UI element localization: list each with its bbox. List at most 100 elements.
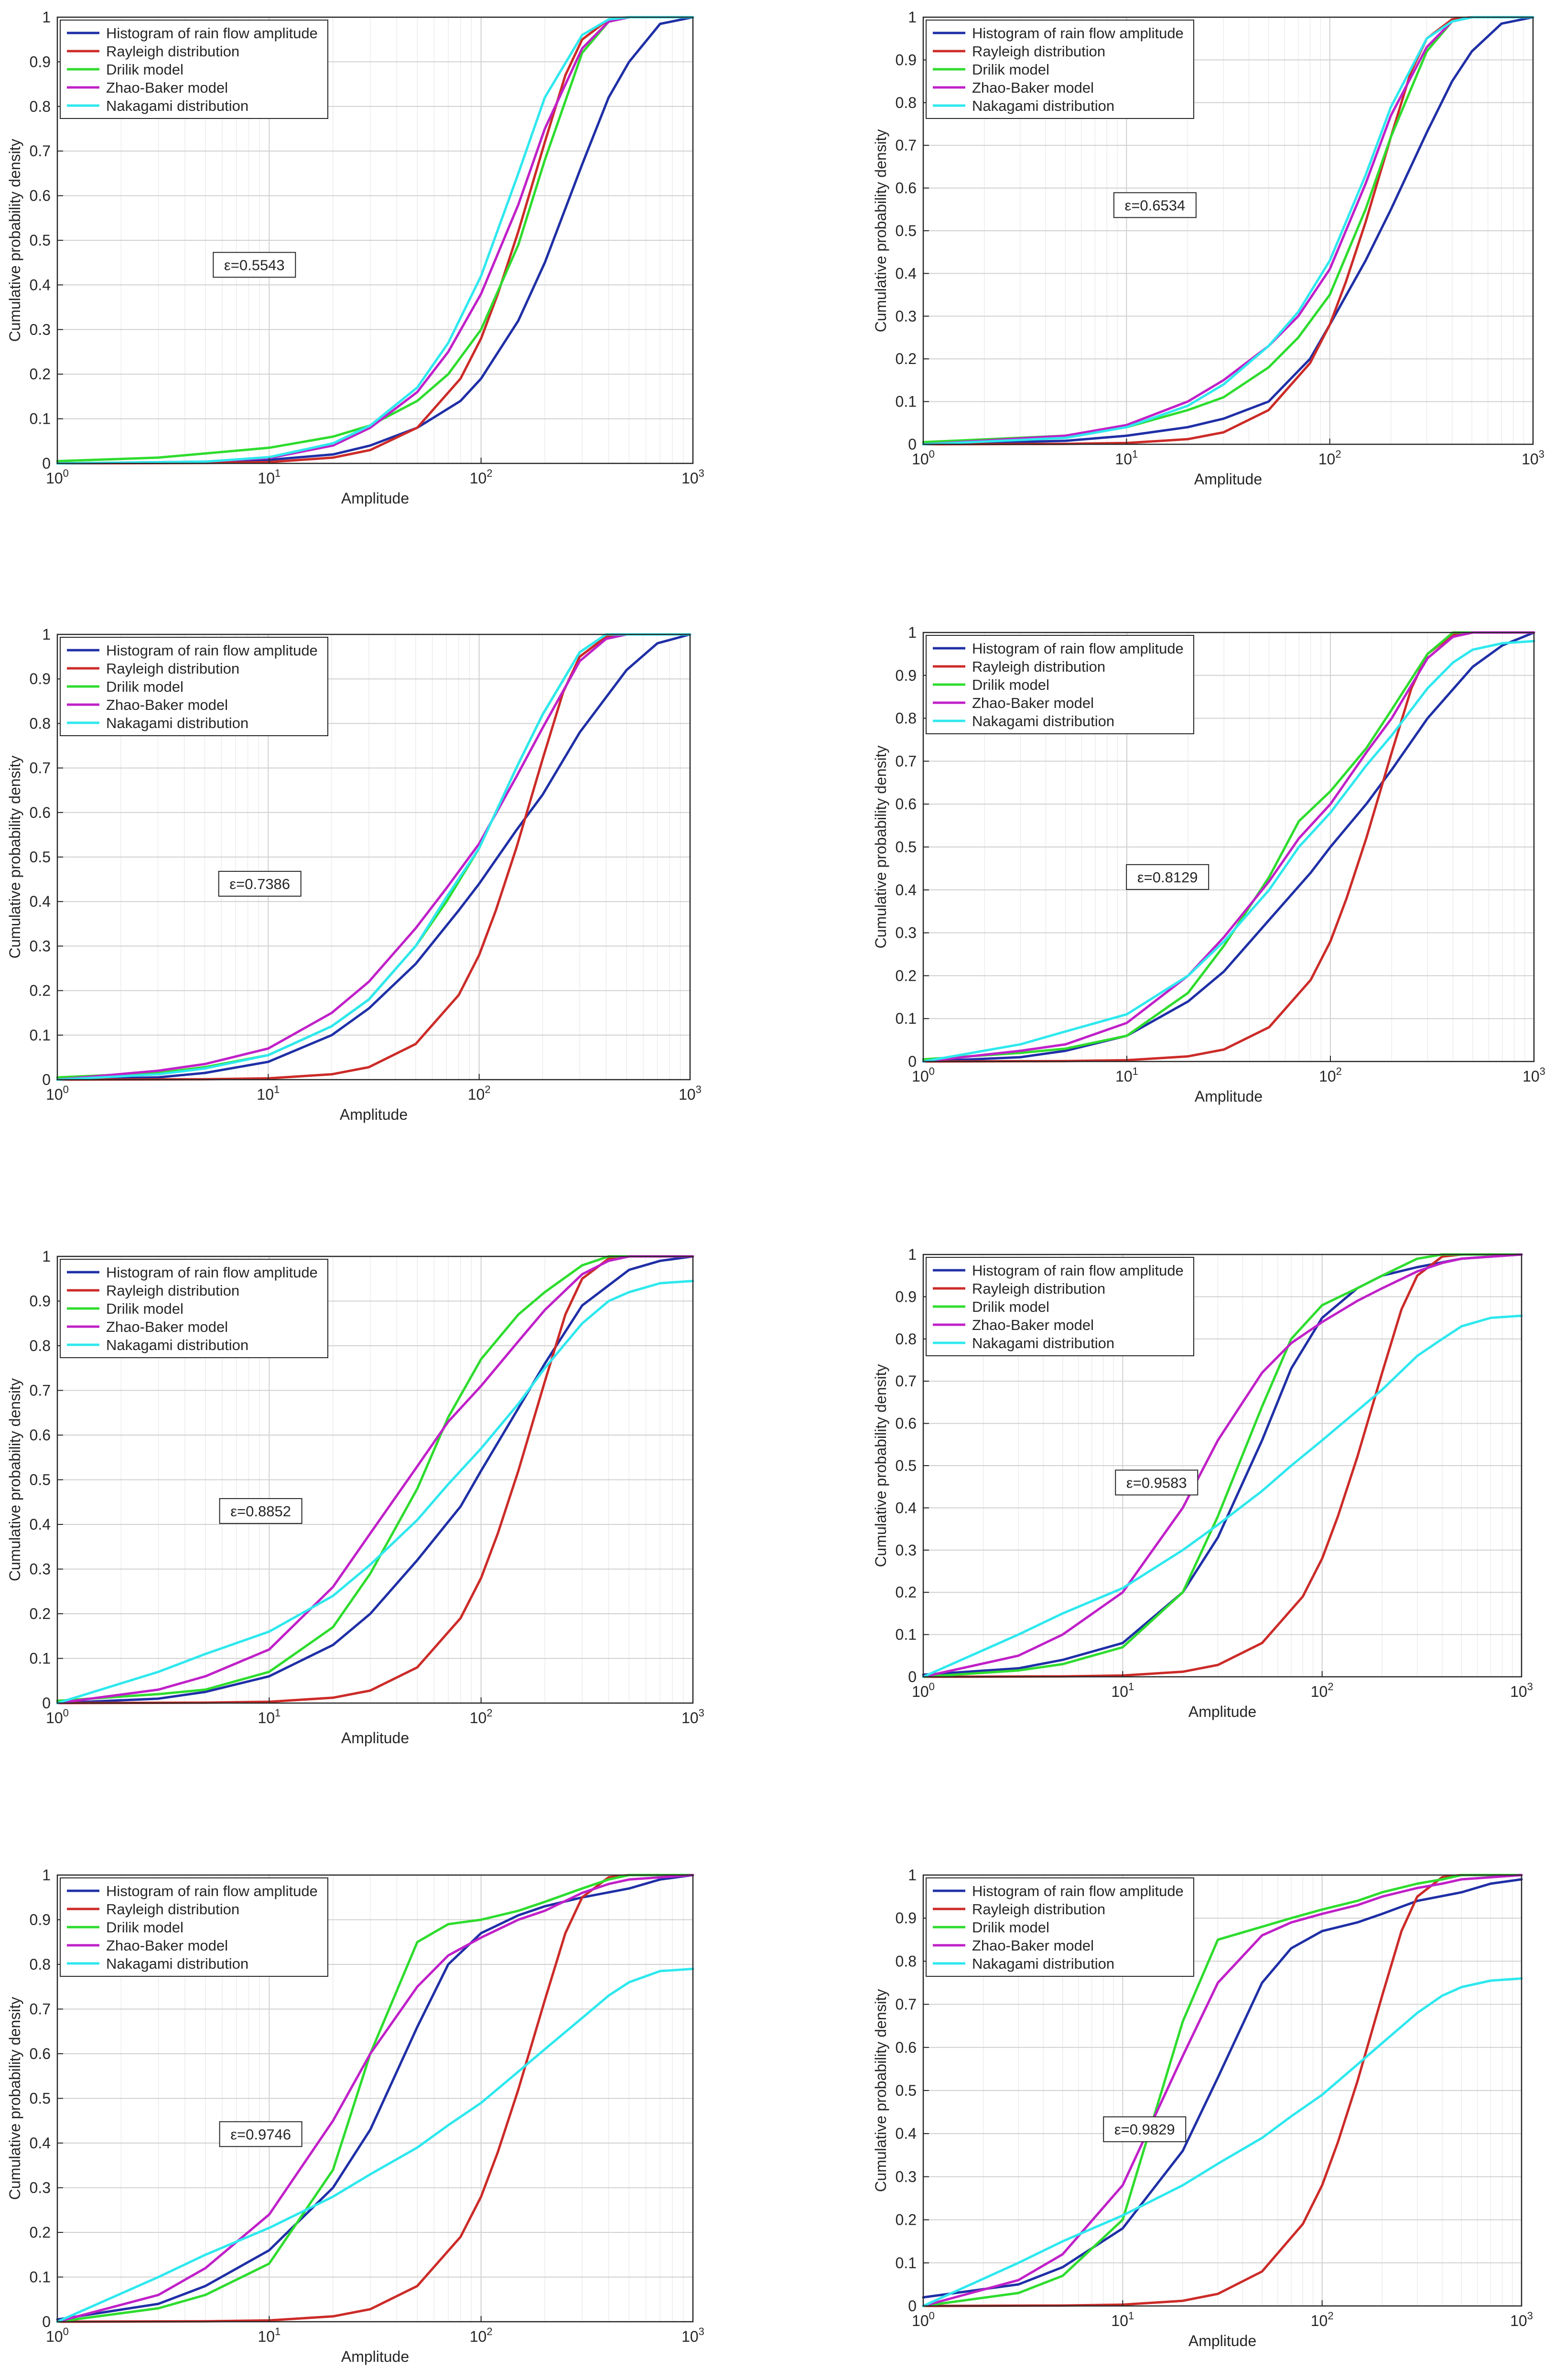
- x-tick-label: 101: [1115, 1065, 1138, 1085]
- x-tick-label: 103: [1510, 1681, 1533, 1700]
- y-tick-label: 0.9: [30, 53, 51, 70]
- legend-entry-label: Rayleigh distribution: [972, 1901, 1105, 1918]
- legend-entry-label: Rayleigh distribution: [106, 43, 239, 60]
- tick-labels: 0 0.1 0.2 0.3 0.4 0.5 0.6 0.7 0.8 0.9 1 100 101 102 10…: [896, 1246, 1533, 1700]
- y-tick-label: 0.8: [30, 1956, 51, 1973]
- x-axis-label: Amplitude: [340, 1106, 408, 1123]
- y-tick-label: 0.1: [896, 1626, 917, 1643]
- y-tick-label: 0.1: [30, 1027, 51, 1044]
- y-tick-label: 0.8: [896, 710, 917, 727]
- tick-labels: 0 0.1 0.2 0.3 0.4 0.5 0.6 0.7 0.8 0.9 1 100 101 102 10…: [30, 9, 704, 487]
- x-tick-label: 102: [1318, 448, 1341, 468]
- x-tick-label: 102: [470, 467, 493, 487]
- y-tick-label: 0.5: [30, 1471, 51, 1489]
- y-tick-label: 0.6: [30, 1426, 51, 1444]
- x-axis-label: Amplitude: [1188, 2332, 1256, 2349]
- epsilon-annotation: ε=0.9746: [230, 2126, 291, 2143]
- epsilon-annotation: ε=0.6534: [1125, 197, 1186, 214]
- epsilon-annotation: ε=0.8852: [230, 1503, 291, 1520]
- y-tick-label: 0.5: [30, 232, 51, 249]
- x-axis-label: Amplitude: [341, 2348, 409, 2365]
- legend-entry-label: Rayleigh distribution: [106, 1282, 239, 1299]
- x-tick-label: 101: [1111, 2310, 1134, 2329]
- y-tick-label: 0.7: [30, 142, 51, 160]
- legend: Histogram of rain flow amplitude Rayleigh…: [60, 1877, 328, 1977]
- x-axis-label: Amplitude: [341, 490, 409, 507]
- y-tick-label: 0.8: [30, 98, 51, 115]
- y-tick-label: 1: [42, 1248, 51, 1265]
- y-tick-label: 1: [42, 626, 51, 643]
- legend-entry-label: Nakagami distribution: [106, 1337, 248, 1353]
- series-line-nakagami: [922, 16, 1534, 446]
- y-tick-label: 0.8: [896, 94, 917, 111]
- legend-entry-label: Zhao-Baker model: [106, 79, 228, 96]
- x-tick-label: 103: [681, 467, 704, 487]
- y-tick-label: 0.4: [896, 265, 917, 282]
- x-axis-label: Amplitude: [1195, 1088, 1263, 1105]
- y-tick-label: 0.7: [896, 1996, 917, 2013]
- series-line-zhao-baker: [56, 1255, 694, 1705]
- series-line-zhao-baker: [922, 1874, 1523, 2307]
- y-tick-label: 1: [42, 9, 51, 26]
- series-line-nakagami: [56, 633, 691, 1081]
- y-tick-label: 0.2: [896, 350, 917, 367]
- x-tick-label: 100: [46, 467, 69, 487]
- y-axis-label: Cumulative probability density: [6, 755, 23, 958]
- y-tick-label: 0.4: [30, 893, 51, 910]
- y-tick-label: 0.9: [896, 667, 917, 684]
- y-tick-label: 0.9: [30, 670, 51, 687]
- legend-entry-label: Zhao-Baker model: [972, 1937, 1094, 1954]
- y-tick-label: 0.3: [896, 2168, 917, 2185]
- y-tick-label: 0.6: [30, 2045, 51, 2062]
- x-tick-label: 101: [258, 1707, 281, 1726]
- series-lines: [922, 1253, 1523, 1678]
- y-tick-label: 0.1: [896, 393, 917, 410]
- y-tick-label: 0.2: [30, 982, 51, 999]
- x-tick-label: 103: [681, 2326, 704, 2345]
- series-line-rayleigh: [56, 16, 694, 465]
- legend-entry-label: Nakagami distribution: [972, 1955, 1114, 1972]
- legend-entry-label: Drilik model: [106, 1919, 184, 1936]
- legend-entry-label: Nakagami distribution: [972, 97, 1114, 114]
- legend-entry-label: Histogram of rain flow amplitude: [106, 1264, 318, 1281]
- x-tick-label: 101: [257, 1083, 280, 1103]
- y-tick-label: 0.7: [30, 2001, 51, 2018]
- y-tick-label: 0.4: [896, 881, 917, 899]
- tick-labels: 0 0.1 0.2 0.3 0.4 0.5 0.6 0.7 0.8 0.9 1 100 101 102 10…: [896, 9, 1544, 468]
- y-tick-label: 0.3: [30, 937, 51, 954]
- tick-labels: 0 0.1 0.2 0.3 0.4 0.5 0.6 0.7 0.8 0.9 1 100 101 102 10…: [896, 1866, 1533, 2329]
- x-tick-label: 100: [912, 2310, 935, 2329]
- series-lines: [922, 16, 1534, 446]
- legend-entry-label: Drilik model: [106, 1300, 184, 1317]
- legend-entry-label: Drilik model: [972, 61, 1049, 78]
- y-tick-label: 0.4: [896, 1499, 917, 1516]
- series-line-histogram: [56, 16, 694, 465]
- series-line-drilik: [922, 1874, 1523, 2307]
- y-tick-label: 0.3: [30, 1561, 51, 1578]
- series-lines: [56, 633, 691, 1081]
- y-tick-label: 0: [908, 1668, 917, 1685]
- legend-box: [926, 20, 1194, 119]
- chart-panel-2: 0 0.1 0.2 0.3 0.4 0.5 0.6 0.7 0.8 0.9 1 100 101 102 10…: [872, 9, 1544, 488]
- y-tick-label: 0.6: [896, 1415, 917, 1432]
- legend-entry-label: Rayleigh distribution: [972, 1280, 1105, 1297]
- epsilon-annotation-box: [1113, 192, 1197, 218]
- y-tick-label: 0.1: [30, 2269, 51, 2286]
- y-tick-label: 0.2: [30, 365, 51, 383]
- y-tick-label: 0.8: [896, 1330, 917, 1348]
- epsilon-annotation: ε=0.5543: [224, 257, 285, 273]
- epsilon-annotation: ε=0.9829: [1114, 2121, 1175, 2138]
- y-axis-label: Cumulative probability density: [872, 1364, 889, 1567]
- y-tick-label: 0.5: [896, 2082, 917, 2099]
- series-line-nakagami: [56, 1279, 694, 1705]
- x-tick-label: 103: [1522, 448, 1544, 468]
- y-tick-label: 0.8: [30, 715, 51, 732]
- legend-entry-label: Zhao-Baker model: [106, 1319, 228, 1335]
- epsilon-annotation-box: [213, 252, 296, 278]
- legend-entry-label: Rayleigh distribution: [972, 43, 1105, 60]
- series-line-zhao-baker: [922, 1253, 1523, 1678]
- y-tick-label: 0: [908, 1053, 917, 1070]
- series-line-nakagami: [56, 16, 694, 465]
- epsilon-annotation-box: [1103, 2116, 1187, 2143]
- series-line-zhao-baker: [56, 1874, 694, 2323]
